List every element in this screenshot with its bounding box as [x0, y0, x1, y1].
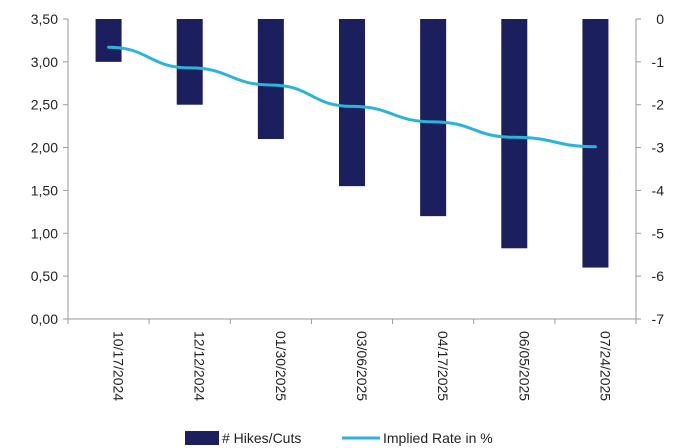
x-tick-label: 07/24/2025 [597, 331, 613, 401]
legend-label-line: Implied Rate in % [383, 430, 493, 446]
legend: # Hikes/Cuts Implied Rate in % [185, 430, 493, 446]
right-tick-label: -6 [652, 268, 665, 284]
right-tick-label: 0 [656, 11, 664, 27]
series-line [107, 45, 597, 149]
line-series [107, 45, 597, 149]
left-tick-label: 3,00 [31, 54, 58, 70]
left-tick-label: 2,00 [31, 140, 58, 156]
right-y-axis: -7 -6 -5 -4 -3 -2 -1 0 [635, 11, 665, 327]
x-tick-label: 01/30/2025 [273, 331, 289, 401]
left-tick-label: 2,50 [31, 97, 58, 113]
left-tick-label: 3,50 [31, 11, 58, 27]
legend-swatch-bar [185, 431, 219, 445]
x-axis: 10/17/2024 12/12/2024 01/30/2025 03/06/2025… [67, 318, 637, 401]
bar [582, 19, 609, 268]
bar [257, 19, 284, 139]
legend-label-bar: # Hikes/Cuts [222, 430, 301, 446]
bar [501, 19, 528, 249]
right-tick-label: -2 [652, 97, 665, 113]
x-tick-label: 06/05/2025 [516, 331, 532, 401]
bar [339, 19, 365, 187]
right-tick-label: -7 [652, 311, 665, 327]
left-tick-label: 1,00 [31, 225, 58, 241]
x-tick-label: 10/17/2024 [111, 331, 127, 401]
right-tick-label: -3 [652, 140, 665, 156]
left-tick-label: 1,50 [31, 182, 58, 198]
left-tick-label: 0,50 [31, 268, 58, 284]
left-tick-label: 0,00 [31, 311, 58, 327]
bar [176, 19, 203, 105]
x-tick-label: 12/12/2024 [192, 331, 208, 401]
bar [420, 19, 447, 217]
right-tick-label: -4 [652, 182, 665, 198]
x-tick-label: 03/06/2025 [354, 331, 370, 401]
x-tick-label: 04/17/2025 [435, 331, 451, 401]
right-tick-label: -1 [652, 54, 665, 70]
bar [95, 19, 122, 62]
bar-series [95, 19, 609, 268]
left-y-axis: 0,00 0,50 1,00 1,50 2,00 2,50 3,00 3,50 [31, 11, 69, 327]
right-tick-label: -5 [652, 225, 665, 241]
